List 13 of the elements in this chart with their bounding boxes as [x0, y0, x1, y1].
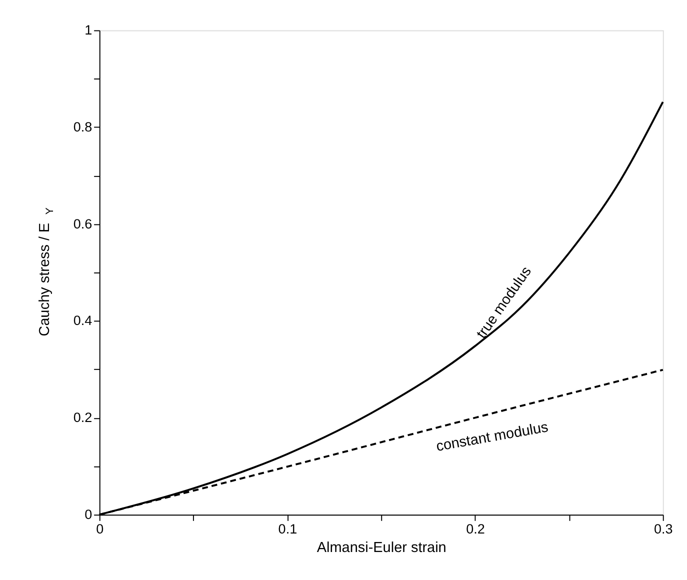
x-tick-label: 0 — [96, 521, 104, 536]
y-axis-title: Cauchy stress / EY — [37, 208, 56, 336]
y-tick-label: 0.4 — [73, 313, 93, 328]
y-tick-label: 1 — [84, 22, 92, 38]
y-tick-label: 0 — [84, 506, 92, 522]
x-axis-title: Almansi-Euler strain — [316, 540, 446, 556]
x-tick-label: 0.1 — [278, 521, 298, 536]
y-tick-label: 0.6 — [73, 216, 92, 232]
y-tick-label: 0.2 — [73, 410, 92, 426]
y-tick-label: 0.8 — [73, 119, 92, 134]
x-tick-label: 0.3 — [654, 521, 673, 536]
x-tick-label: 0.2 — [466, 521, 485, 536]
annotation: constant modulus — [435, 420, 550, 456]
